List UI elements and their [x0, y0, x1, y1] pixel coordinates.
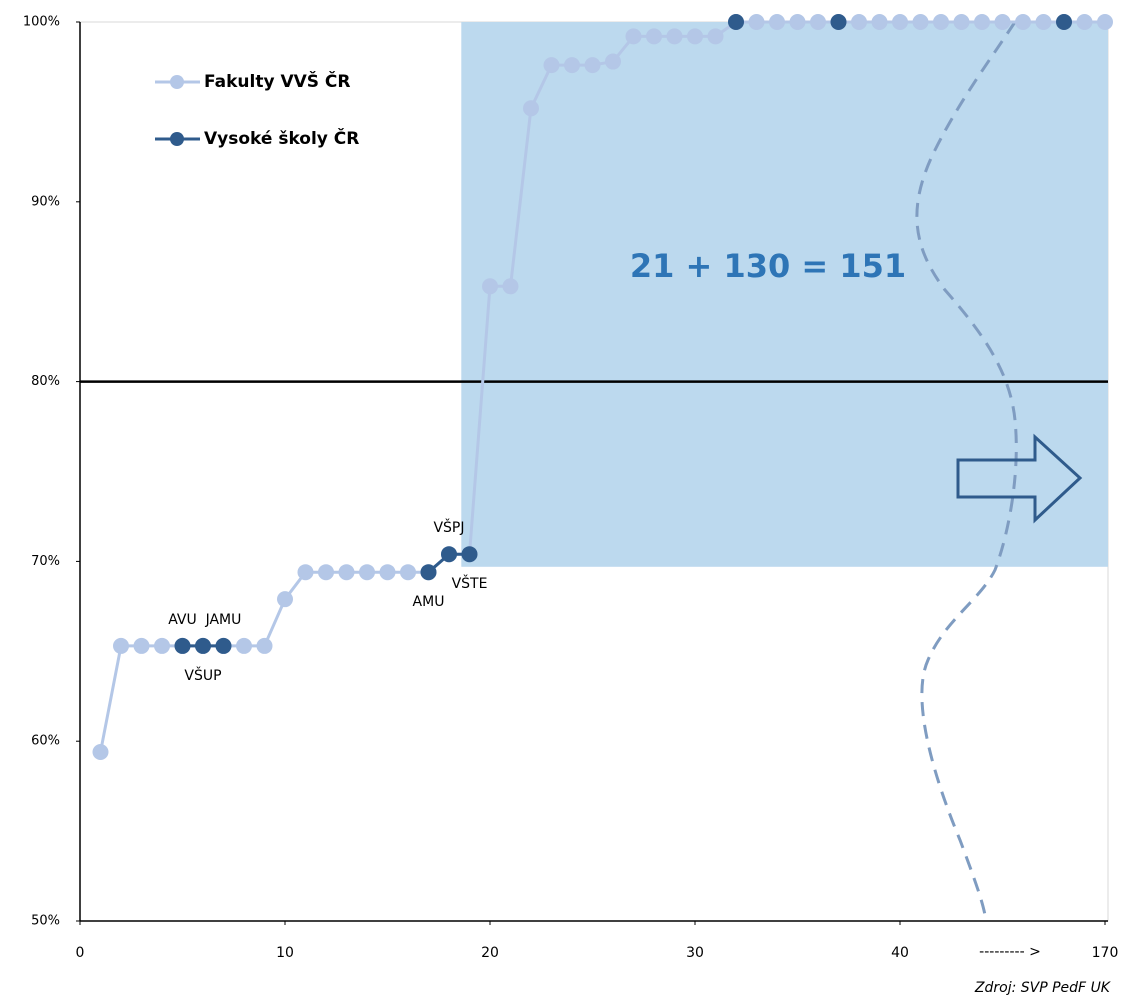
data-point — [687, 28, 703, 45]
data-point — [871, 14, 888, 30]
annotation: 21 + 130 = 151 — [630, 247, 906, 285]
data-point — [420, 564, 437, 581]
data-point — [605, 53, 621, 70]
legend-marker — [170, 132, 184, 146]
data-point — [523, 100, 539, 117]
data-point — [359, 564, 375, 581]
data-point — [1097, 14, 1113, 30]
data-point — [215, 637, 232, 654]
data-point — [666, 28, 683, 45]
source: Zdroj: SVP PedF UK — [974, 980, 1112, 996]
data-point — [379, 564, 396, 581]
background-layer — [461, 22, 1108, 567]
y-tick-label: 70% — [31, 554, 60, 569]
data-point — [1076, 14, 1093, 30]
data-point — [256, 637, 273, 654]
data-point — [154, 637, 170, 654]
point-label: VŠUP — [184, 666, 221, 684]
data-point — [953, 14, 970, 30]
y-tick-label: 50% — [31, 914, 60, 929]
data-point — [646, 28, 662, 45]
legend-label: Vysoké školy ČR — [204, 127, 359, 149]
data-point — [912, 14, 929, 30]
point-label: JAMU — [205, 612, 242, 628]
data-point — [338, 564, 355, 581]
point-label: VŠTE — [452, 574, 488, 592]
arrow — [956, 433, 1083, 524]
data-point — [625, 28, 642, 45]
data-point — [564, 57, 580, 74]
data-point — [728, 14, 744, 30]
data-point — [851, 14, 867, 30]
data-point — [297, 564, 314, 581]
dashed-curve — [915, 21, 1018, 916]
data-point — [748, 14, 765, 30]
data-point — [461, 546, 478, 563]
data-point — [195, 637, 211, 654]
data-point — [133, 637, 150, 654]
legend-marker — [170, 75, 184, 89]
data-point — [892, 14, 908, 30]
data-point — [502, 278, 519, 295]
data-point — [236, 637, 252, 654]
data-point — [830, 14, 847, 30]
data-point — [441, 546, 457, 563]
data-point — [174, 637, 191, 654]
x-tick-label: 10 — [276, 945, 294, 961]
data-point — [810, 14, 826, 30]
legend-label: Fakulty VVŠ ČR — [204, 70, 351, 92]
data-point — [92, 743, 109, 760]
y-tick-label: 80% — [31, 374, 60, 389]
data-point — [994, 14, 1011, 30]
data-point — [584, 57, 601, 74]
point-label: AVU — [168, 612, 197, 628]
data-point — [1015, 14, 1031, 30]
data-point — [543, 57, 560, 74]
data-point — [113, 637, 129, 654]
data-point — [707, 28, 724, 45]
x-tick-label: 30 — [686, 945, 704, 961]
data-point — [789, 14, 806, 30]
x-tick-label: 0 — [76, 945, 85, 961]
highlight-region — [461, 22, 1108, 567]
data-point — [974, 14, 990, 30]
y-tick-label: 90% — [31, 194, 60, 209]
annotation: --------- > — [979, 944, 1041, 960]
y-tick-label: 100% — [23, 15, 60, 30]
data-point — [318, 564, 334, 581]
x-tick-label: 170 — [1092, 945, 1119, 961]
data-point — [769, 14, 785, 30]
data-point — [482, 278, 498, 295]
x-tick-label: 20 — [481, 945, 499, 961]
data-point — [400, 564, 416, 581]
point-label: VŠPJ — [433, 518, 464, 536]
data-point — [1035, 14, 1052, 30]
x-tick-label: 40 — [891, 945, 909, 961]
data-point — [1056, 14, 1072, 30]
point-label: AMU — [413, 594, 445, 610]
data-point — [933, 14, 949, 30]
data-point — [277, 591, 293, 608]
y-tick-label: 60% — [31, 734, 60, 749]
